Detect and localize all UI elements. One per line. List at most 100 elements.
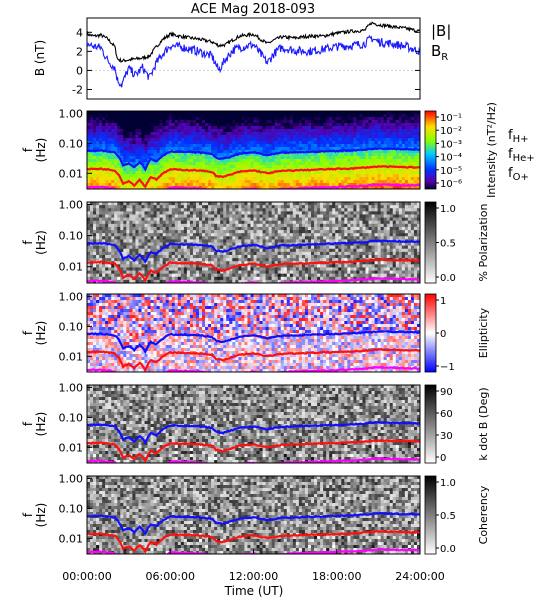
panel-b-ytick-label: 4 — [76, 26, 83, 39]
heatmap-cell — [347, 156, 351, 160]
heatmap-cell — [138, 214, 142, 218]
heatmap-cell — [374, 168, 379, 172]
heatmap-cell — [183, 264, 188, 268]
heatmap-cell — [165, 132, 170, 136]
heatmap-cell — [229, 171, 233, 175]
heatmap-cell — [192, 270, 197, 275]
heatmap-cell — [220, 258, 224, 262]
heatmap-cell — [280, 156, 285, 160]
heatmap-cell — [350, 159, 354, 163]
heatmap-cell — [132, 159, 136, 163]
heatmap-cell — [286, 223, 291, 228]
heatmap-cell — [359, 150, 363, 154]
heatmap-cell — [268, 144, 273, 148]
heatmap-cell — [244, 267, 248, 271]
heatmap-cell — [350, 168, 354, 172]
heatmap-cell — [93, 270, 97, 275]
heatmap-cell — [280, 270, 285, 275]
heatmap-cell — [389, 129, 394, 133]
heatmap-cell — [192, 132, 197, 136]
heatmap-cell — [150, 141, 154, 145]
heatmap-cell — [177, 254, 182, 259]
heatmap-cell — [241, 153, 245, 157]
heatmap-cell — [90, 147, 94, 151]
heatmap-cell — [99, 129, 103, 133]
heatmap-cell — [295, 183, 300, 187]
heatmap-cell — [262, 147, 267, 151]
heatmap-cell — [153, 165, 158, 169]
heatmap-cell — [317, 144, 321, 148]
heatmap-cell — [247, 129, 251, 133]
heatmap-cell — [268, 242, 273, 247]
spectrogram-panels: 1.000.100.01f(Hz)10⁻¹10⁻²10⁻³10⁻⁴10⁻⁵10⁻… — [21, 102, 498, 555]
heatmap-cell — [183, 162, 188, 166]
heatmap-cell — [362, 174, 366, 178]
heatmap-cell — [298, 226, 303, 231]
heatmap-cell — [317, 251, 321, 256]
heatmap-cell — [199, 123, 203, 127]
heatmap-cell — [241, 141, 245, 145]
heatmap-cell — [199, 267, 203, 271]
heatmap-cell — [111, 239, 115, 243]
heatmap-cell — [401, 180, 406, 184]
heatmap-cell — [395, 138, 400, 142]
heatmap-cell — [395, 174, 400, 178]
heatmap-cell — [105, 217, 109, 222]
heatmap-cell — [126, 211, 130, 215]
heatmap-cell — [238, 141, 242, 145]
heatmap-cell — [286, 165, 291, 169]
heatmap-cell — [211, 251, 215, 256]
heatmap-cell — [123, 120, 127, 124]
heatmap-cell — [108, 202, 112, 206]
heatmap-cell — [344, 135, 348, 139]
heatmap-cell — [159, 270, 164, 275]
heatmap-cell — [117, 226, 121, 231]
heatmap-cell — [244, 111, 248, 115]
heatmap-cell — [186, 208, 191, 212]
heatmap-cell — [350, 156, 354, 160]
heatmap-cell — [117, 180, 121, 184]
heatmap-cell — [138, 220, 142, 225]
heatmap-cell — [392, 126, 397, 130]
heatmap-cell — [144, 126, 148, 130]
heatmap-cell — [238, 233, 242, 237]
heatmap-cell — [205, 270, 209, 275]
heatmap-cell — [268, 123, 273, 127]
heatmap-cell — [180, 267, 185, 271]
heatmap-cell — [226, 129, 230, 133]
heatmap-cell — [168, 174, 173, 178]
heatmap-cell — [362, 117, 366, 121]
heatmap-cell — [250, 270, 254, 275]
heatmap-cell — [202, 205, 206, 209]
heatmap-cell — [232, 117, 236, 121]
heatmap-cell — [159, 276, 164, 281]
heatmap-cell — [226, 205, 230, 209]
heatmap-cell — [320, 233, 324, 237]
heatmap-cell — [120, 147, 124, 151]
heatmap-cell — [144, 202, 148, 206]
heatmap-cell — [401, 144, 406, 148]
heatmap-cell — [132, 171, 136, 175]
heatmap-cell — [256, 276, 260, 281]
heatmap-cell — [126, 270, 130, 275]
heatmap-cell — [262, 242, 267, 247]
heatmap-cell — [329, 141, 333, 145]
heatmap-cell — [205, 174, 209, 178]
heatmap-cell — [238, 226, 242, 231]
heatmap-cell — [171, 205, 176, 209]
heatmap-cell — [120, 150, 124, 154]
heatmap-cell — [247, 273, 251, 278]
heatmap-cell — [214, 159, 218, 163]
heatmap-cell — [87, 270, 91, 275]
heatmap-cell — [111, 258, 115, 262]
heatmap-cell — [238, 123, 242, 127]
heatmap-cell — [102, 147, 106, 151]
heatmap-cell — [102, 171, 106, 175]
heatmap-cell — [174, 123, 179, 127]
heatmap-cell — [274, 171, 279, 175]
heatmap-cell — [129, 267, 133, 271]
heatmap-cell — [253, 208, 257, 212]
heatmap-cell — [147, 223, 151, 228]
heatmap-cell — [377, 120, 382, 124]
heatmap-cell — [256, 177, 260, 181]
